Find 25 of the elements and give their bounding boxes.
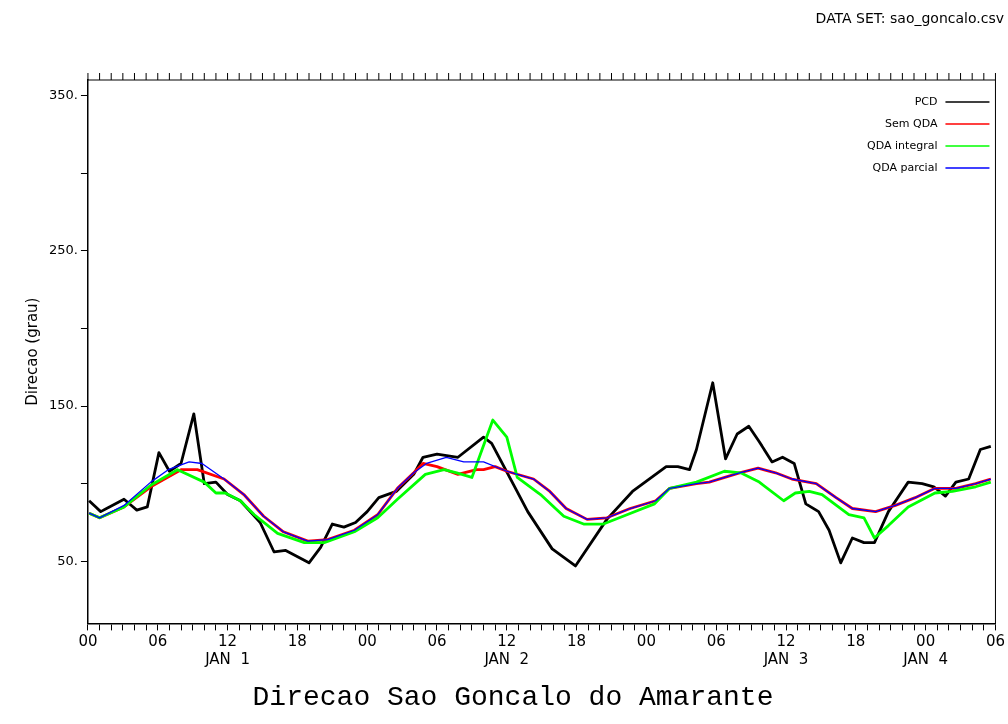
text: Direcao Sao Goncalo do Amarante [252, 681, 774, 713]
x-tick-label: 06 [985, 632, 1005, 651]
x-tick-label: 12 JAN 1 [204, 632, 250, 669]
text: DATA SET: sao_goncalo.csv [815, 10, 1004, 26]
x-tick-label: 06 [148, 632, 168, 651]
y-tick-label: 50. [57, 552, 78, 568]
x-tick-label: 12 JAN 3 [762, 632, 809, 669]
y-axis-title: Direcao (grau) [22, 297, 41, 406]
x-tick-label: 18 [846, 632, 866, 651]
y-tick-label: 150. [48, 397, 78, 413]
y-tick-label: 350. [48, 86, 78, 102]
x-tick-label: 12 JAN 2 [483, 632, 530, 669]
x-tick-label: 06 [706, 632, 726, 651]
legend-label: PCD [914, 94, 938, 108]
x-tick-label: 00 JAN 4 [902, 632, 949, 669]
x-tick-label: 00 [78, 632, 98, 651]
legend-label: QDA integral [867, 138, 938, 152]
x-tick-label: 06 [427, 632, 447, 651]
x-tick-label: 18 [287, 632, 307, 651]
legend-label: Sem QDA [885, 116, 938, 130]
legend-label: QDA parcial [872, 160, 938, 174]
x-tick-label: 00 [636, 632, 656, 651]
x-tick-label: 18 [567, 632, 587, 651]
y-tick-label: 250. [48, 242, 78, 258]
x-tick-label: 00 [357, 632, 377, 651]
